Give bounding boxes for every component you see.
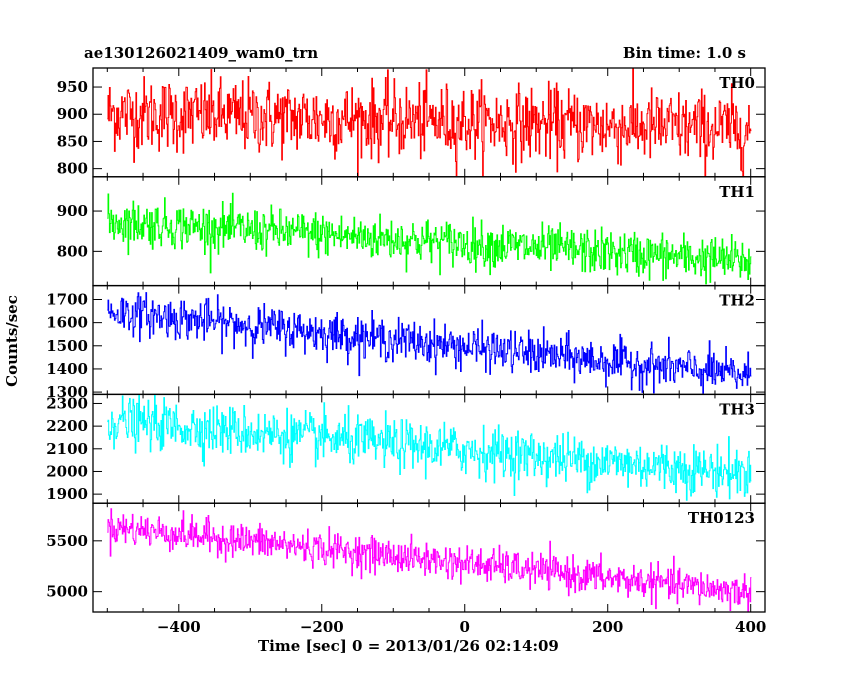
y-tick-label: 1600 — [46, 314, 88, 332]
bin-time-label: Bin time: 1.0 s — [622, 44, 746, 62]
y-tick-label: 5000 — [46, 583, 88, 601]
y-tick-label: 850 — [57, 132, 88, 150]
y-tick-label: 900 — [57, 105, 88, 123]
series-line-th0 — [107, 68, 752, 177]
panel-label: TH2 — [719, 292, 755, 310]
y-tick-label: 1300 — [46, 383, 88, 401]
x-tick-label: −400 — [157, 618, 201, 636]
panel-label: TH3 — [719, 400, 755, 418]
y-tick-label: 2200 — [46, 417, 88, 435]
series-line-th2 — [107, 292, 752, 394]
y-tick-label: 1700 — [46, 290, 88, 308]
x-tick-label: 0 — [460, 618, 470, 636]
y-tick-label: 900 — [57, 202, 88, 220]
panel-label: TH0 — [719, 74, 755, 92]
series-line-th0123 — [107, 508, 752, 613]
panel-label: TH0123 — [688, 509, 755, 527]
y-tick-label: 1900 — [46, 485, 88, 503]
chart-title: ae130126021409_wam0_trn — [84, 44, 319, 62]
panel-label: TH1 — [719, 183, 755, 201]
y-tick-label: 5500 — [46, 532, 88, 550]
y-tick-label: 800 — [57, 160, 88, 178]
x-tick-label: 400 — [735, 618, 766, 636]
series-line-th3 — [107, 394, 752, 501]
y-tick-label: 2000 — [46, 462, 88, 480]
panel-frame-th0123 — [92, 502, 766, 613]
y-tick-label: 800 — [57, 242, 88, 260]
x-tick-label: −200 — [300, 618, 344, 636]
x-axis-label: Time [sec] 0 = 2013/01/26 02:14:09 — [258, 637, 559, 655]
y-axis-label: Counts/sec — [3, 295, 21, 387]
x-tick-label: 200 — [592, 618, 623, 636]
y-tick-label: 1400 — [46, 360, 88, 378]
y-tick-label: 950 — [57, 78, 88, 96]
y-tick-label: 1500 — [46, 337, 88, 355]
series-line-th1 — [107, 192, 752, 285]
y-tick-label: 2300 — [46, 394, 88, 412]
y-tick-label: 2100 — [46, 440, 88, 458]
